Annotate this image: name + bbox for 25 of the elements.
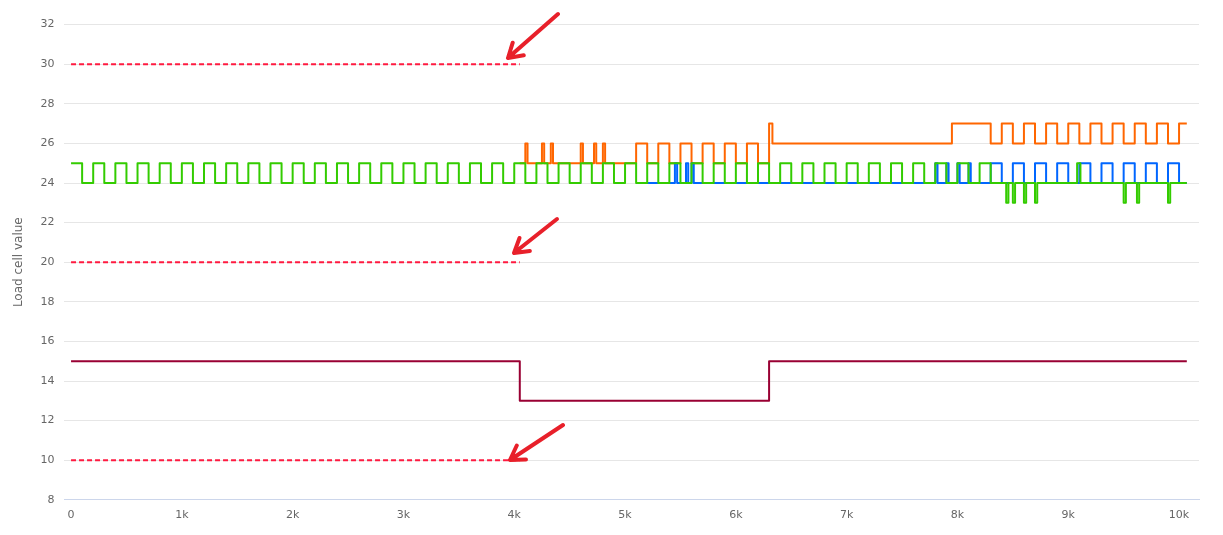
x-tick-label: 10k [1168,508,1190,522]
y-tick-label: 30 [40,57,55,71]
y-tick-label: 22 [40,215,55,229]
y-tick-label: 28 [40,96,55,110]
y-tick-label: 14 [40,373,55,387]
y-tick-label: 16 [40,334,55,348]
x-tick-label: 1k [175,508,190,522]
y-tick-label: 24 [40,175,55,189]
y-tick-label: 12 [40,413,55,427]
x-tick-label: 3k [396,508,411,522]
x-tick-label: 9k [1061,508,1076,522]
x-tick-label: 8k [950,508,965,522]
y-tick-label: 18 [40,294,55,308]
x-tick-label: 4k [507,508,522,522]
y-tick-label: 8 [47,492,55,506]
y-tick-label: 10 [40,453,55,467]
x-tick-label: 6k [729,508,744,522]
x-tick-label: 2k [285,508,300,522]
x-tick-label: 7k [839,508,854,522]
y-tick-label: 32 [40,17,55,31]
y-tick-label: 20 [40,255,55,269]
y-tick-label: 26 [40,136,55,150]
x-tick-label: 5k [618,508,633,522]
y-axis-title: Load cell value [11,217,26,308]
x-tick-label: 0 [67,508,75,522]
